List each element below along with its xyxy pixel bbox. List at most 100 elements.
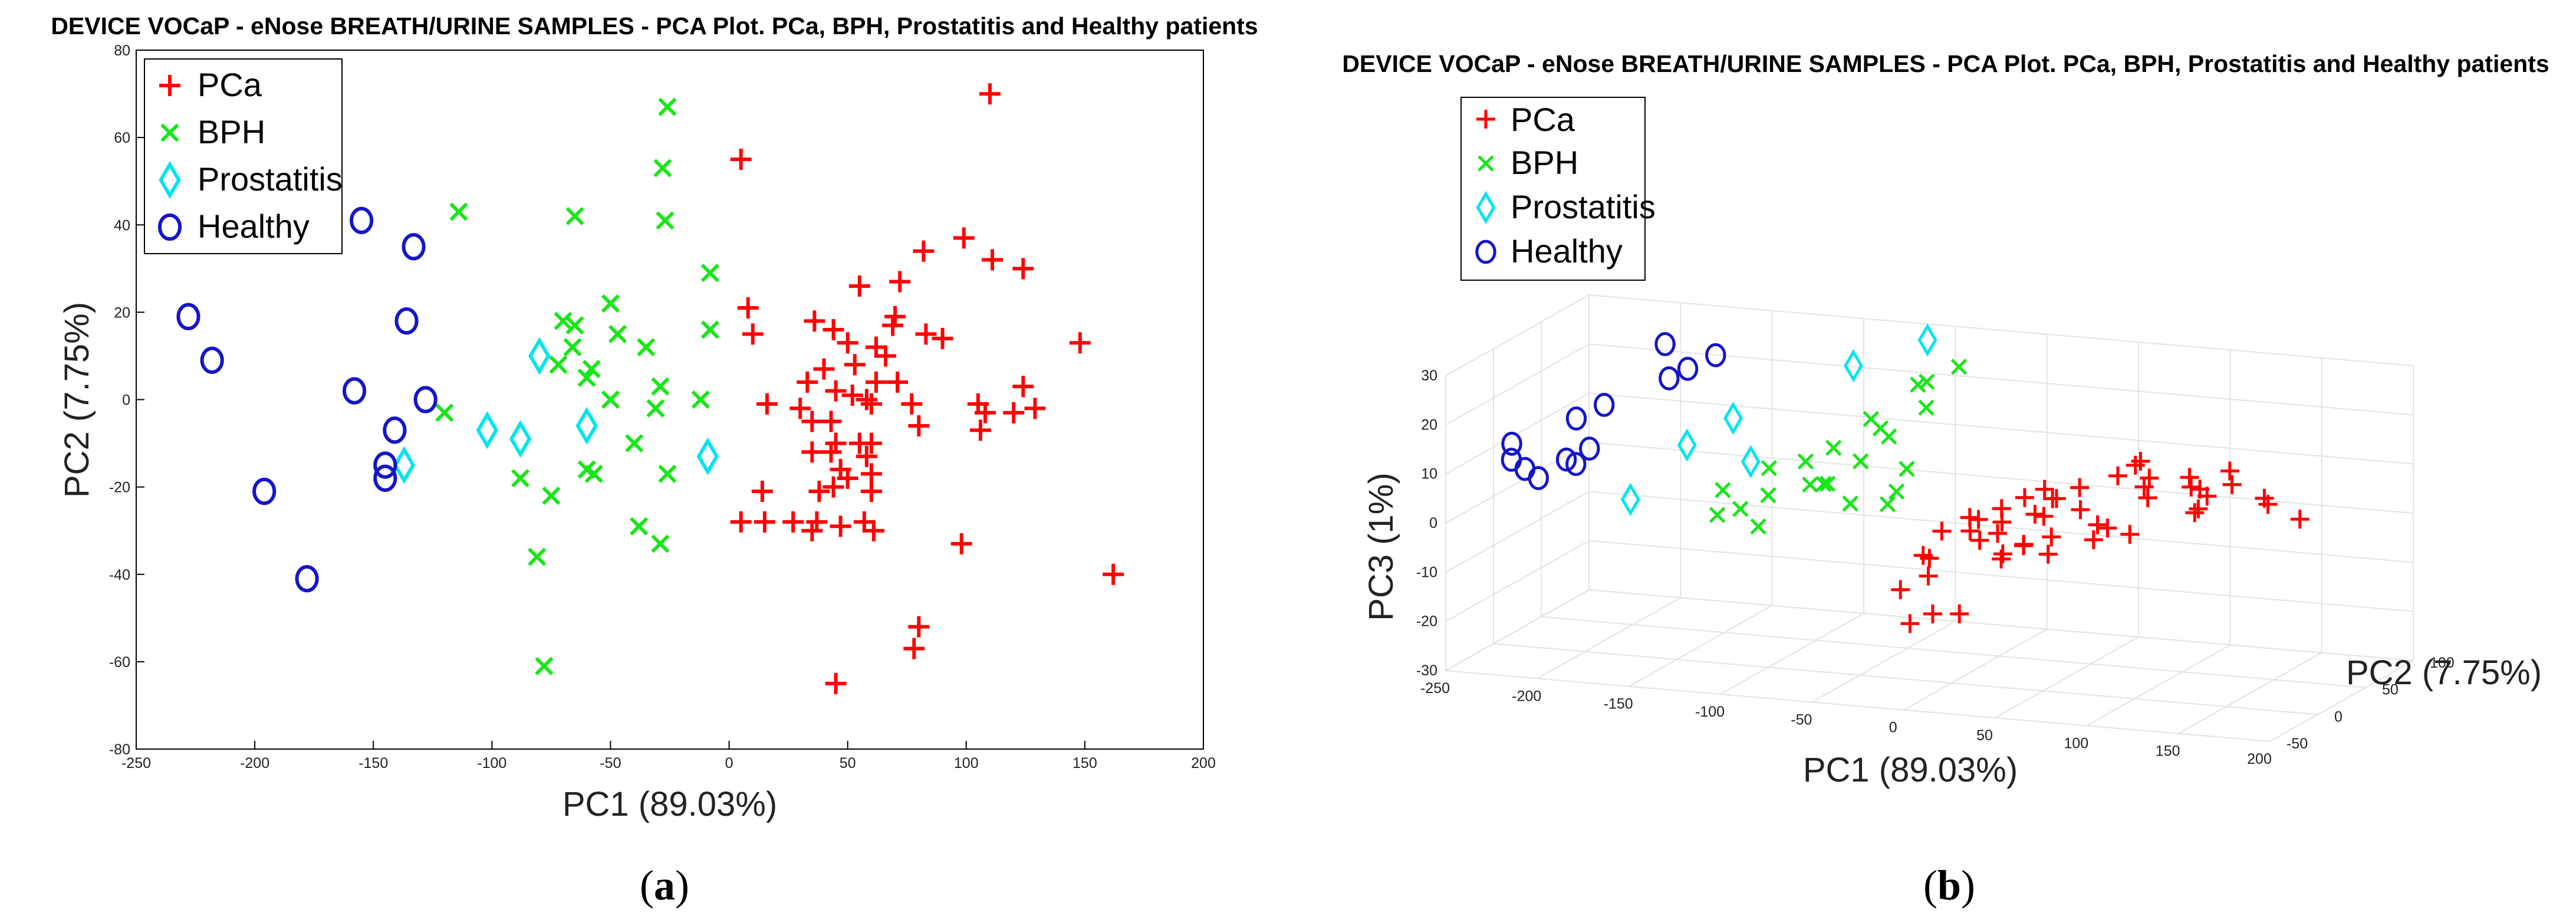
panel-b-back-wall-grid-line (1588, 589, 2414, 661)
panel-a-point-healthy (413, 386, 437, 413)
panel-a-x-tick-label: 200 (1191, 755, 1216, 771)
panel-b-legend-box (1460, 97, 1646, 281)
panel-a-point-pca (751, 481, 773, 503)
panel-a-y-tick-label: 20 (114, 304, 130, 321)
panel-b-floor-grid-line (1628, 605, 1773, 687)
panel-b-point-healthy (1579, 436, 1600, 461)
panel-b-point-healthy (1501, 431, 1522, 456)
panel-b-point-healthy (1565, 406, 1587, 431)
panel-b-y-axis-label: PC2 (7.75%) (2346, 654, 2542, 692)
panel-b-point-bph (1872, 420, 1889, 436)
panel-a-point-pca (860, 481, 882, 503)
panel-b-left-wall-grid-line (1445, 343, 1590, 426)
panel-b-legend-bph: BPH (1511, 144, 1578, 181)
panel-a-point-pca (889, 271, 911, 293)
panel-a-point-pca (982, 249, 1004, 271)
panel-a-point-pca (865, 371, 887, 393)
panel-a-y-tick-label: -60 (109, 654, 130, 671)
panel-a-point-healthy (295, 564, 319, 593)
panel-a-point-bph (601, 390, 620, 409)
panel-a-point-pca (825, 672, 847, 694)
panel-a-point-healthy (342, 377, 367, 405)
panel-b-floor-grid-line (1493, 643, 2318, 715)
panel-a-point-pca (801, 441, 823, 463)
panel-a-point-bph (637, 338, 656, 357)
panel-a-point-pca (856, 389, 877, 411)
panel-a-point-healthy (373, 451, 397, 479)
panel-b-z-axis-label: PC3 (1%) (1362, 472, 1400, 620)
panel-a-point-pca (860, 432, 882, 454)
panel-b-point-prostatitis (1620, 482, 1640, 516)
panel-a-y-tick-label: 60 (114, 130, 130, 146)
panel-b-floor-grid-line (1811, 620, 1956, 703)
panel-a-point-bph (700, 264, 720, 283)
panel-b-point-pca (1992, 549, 2011, 569)
panel-b-points (1501, 323, 2309, 633)
panel-a-point-bph (577, 368, 596, 388)
panel-b-point-pca (2043, 489, 2062, 508)
panel-b-point-pca (2071, 500, 2090, 520)
panel-b-point-pca (2042, 527, 2061, 547)
panel-b-z-tick-label: -20 (1416, 613, 1437, 630)
panel-b-back-wall-grid-line (1588, 294, 2414, 366)
panel-b-point-pca (2035, 480, 2054, 499)
panel-a-point-pca (804, 310, 825, 332)
panel-a-point-healthy (350, 206, 374, 235)
panel-b-point-pca (1993, 544, 2012, 564)
panel-a-point-pca (1024, 398, 1046, 419)
panel-a-point-bph (435, 403, 454, 422)
panel-a-point-prostatitis (393, 446, 416, 484)
panel-b-point-pca (2220, 461, 2239, 481)
panel-b-point-bph (1761, 459, 1778, 477)
panel-b-point-bph (1879, 496, 1896, 513)
panel-a-point-bph (511, 469, 530, 488)
panel-b-point-pca (2222, 475, 2242, 494)
panel-a-point-pca (737, 297, 759, 319)
panel-a-point-pca (1103, 563, 1124, 585)
panel-b-x-tick-label: 150 (2156, 743, 2180, 760)
panel-a-y-tick-label: -20 (109, 480, 130, 496)
panel-a-point-pca (808, 481, 830, 503)
panel-a-point-pca (953, 227, 975, 249)
panel-a-title: DEVICE VOCaP - eNose BREATH/URINE SAMPLE… (51, 12, 1258, 40)
panel-a-point-pca (887, 371, 909, 393)
panel-b-z-tick-label: 30 (1421, 367, 1437, 384)
panel-a-point-pca (820, 411, 842, 432)
panel-a-point-pca (1012, 376, 1034, 398)
panel-a-point-prostatitis (476, 411, 499, 449)
panel-b-point-healthy (1659, 366, 1680, 390)
panel-b-point-bph (1888, 483, 1905, 500)
panel-a-point-pca (974, 402, 996, 423)
panel-b-point-bph (1797, 453, 1814, 470)
panel-b-x-tick-label: 200 (2247, 751, 2272, 767)
panel-b-point-pca (1920, 549, 1939, 568)
panel-a-x-axis-label: PC1 (89.03%) (562, 785, 777, 823)
panel-b-x-tick-label: -100 (1695, 704, 1725, 720)
panel-a-point-pca (1069, 332, 1091, 354)
panel-a-x-tick-label: -250 (121, 755, 151, 771)
panel-a-point-bph (651, 534, 670, 553)
panel-b-point-bph (1750, 518, 1766, 535)
panel-b-point-bph (1760, 487, 1776, 504)
panel-b-point-pca (1992, 513, 2012, 532)
panel-b-x-tick-label: -200 (1512, 688, 1541, 704)
panel-a-point-pca (856, 445, 877, 467)
panel-a-point-bph (554, 311, 573, 330)
panel-b-point-pca (2070, 478, 2090, 497)
panel-b-point-healthy (1654, 332, 1676, 356)
panel-a-point-pca (979, 83, 1001, 105)
panel-b-legend-pca: PCa (1511, 101, 1575, 138)
panel-a-point-healthy (200, 346, 224, 375)
panel-a-point-pca (932, 327, 953, 349)
panel-a-legend: PCa BPH Prostatitis Healthy (144, 58, 343, 254)
panel-a-point-bph (601, 294, 620, 313)
panel-b-x-tick-label: -150 (1604, 696, 1633, 713)
panel-b-point-pca (2098, 518, 2117, 538)
panel-a-x-tick-label: -50 (600, 755, 621, 771)
panel-b-back-wall-grid-line (1588, 392, 2414, 465)
panel-b-point-pca (2014, 536, 2033, 556)
panel-a-y-tick-label: -40 (109, 567, 130, 583)
panel-b-legend: PCa BPH Prostatitis Healthy (1460, 97, 1656, 281)
panel-a-y-tick-label: 80 (114, 42, 130, 59)
panel-b-point-healthy (1594, 392, 1615, 417)
